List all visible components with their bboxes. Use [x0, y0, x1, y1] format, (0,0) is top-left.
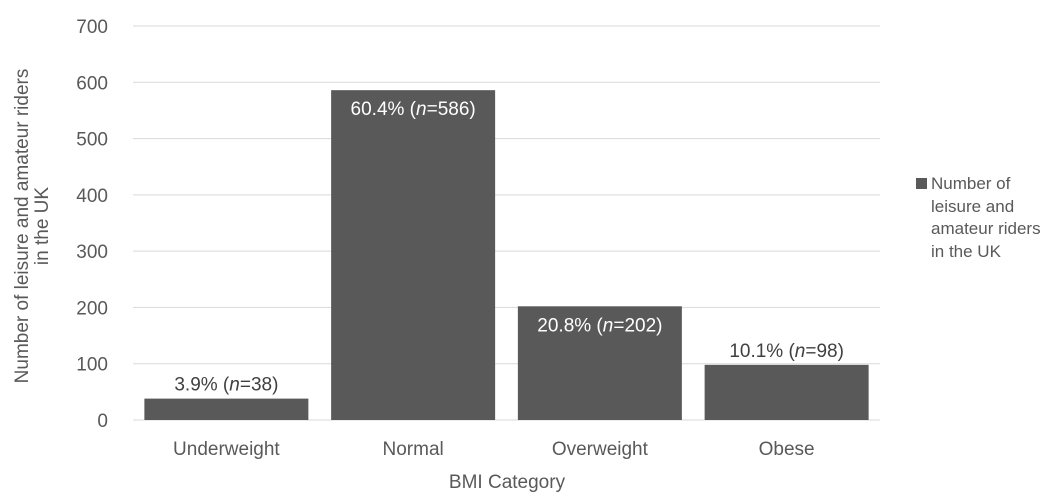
x-axis-title: BMI Category	[449, 472, 566, 493]
x-axis-ticks: Underweight Normal Overweight Obese	[173, 439, 815, 460]
legend-label: Number of leisure and amateur riders in …	[931, 174, 1041, 261]
bar-value-label: 10.1% (n=98)	[729, 341, 844, 362]
bar	[517, 306, 682, 420]
y-axis-title-line: Number of leisure and amateur riders	[12, 69, 33, 384]
bar-value-label: 3.9% (n=38)	[174, 375, 278, 396]
x-tick-label: Overweight	[552, 439, 649, 460]
legend-swatch	[916, 178, 927, 189]
x-tick-label: Obese	[759, 439, 815, 460]
y-axis-title: Number of leisure and amateur ridersin t…	[12, 69, 53, 384]
bar	[331, 90, 496, 420]
x-tick-label: Normal	[383, 439, 444, 460]
bars	[144, 90, 869, 420]
y-tick-label: 100	[76, 355, 108, 376]
y-tick-label: 300	[76, 242, 108, 263]
bar	[144, 398, 309, 420]
gridlines	[133, 25, 880, 421]
y-tick-label: 700	[76, 17, 108, 38]
x-tick-label: Underweight	[173, 439, 280, 460]
bar-value-label: 60.4% (n=586)	[351, 99, 476, 120]
y-tick-label: 500	[76, 130, 108, 151]
y-tick-label: 0	[97, 411, 108, 432]
y-tick-label: 400	[76, 186, 108, 207]
bar	[704, 364, 869, 420]
y-tick-label: 200	[76, 298, 108, 319]
bar-value-label: 20.8% (n=202)	[537, 315, 662, 336]
y-tick-label: 600	[76, 73, 108, 94]
y-axis-ticks: 0 100 200 300 400 500 600 700	[76, 17, 108, 432]
y-axis-title-line: in the UK	[32, 187, 53, 265]
data-labels: 3.9% (n=38) 60.4% (n=586) 20.8% (n=202) 10.…	[174, 99, 844, 395]
